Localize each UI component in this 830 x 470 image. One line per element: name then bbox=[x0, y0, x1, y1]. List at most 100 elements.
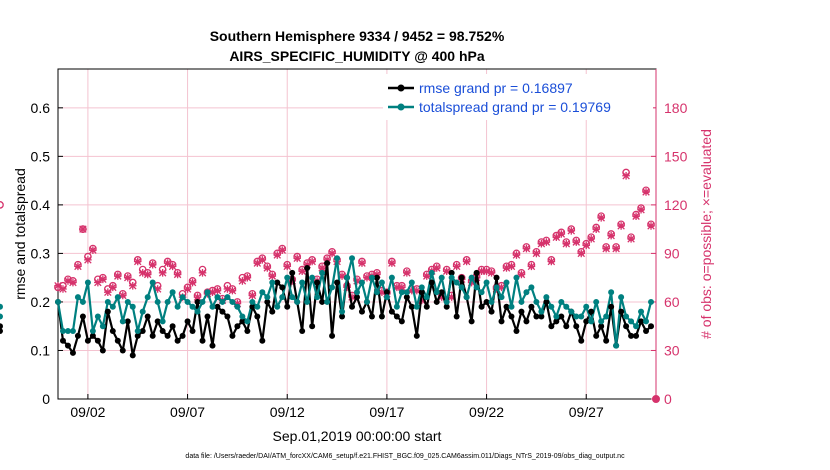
totalspread-point bbox=[209, 303, 216, 310]
totalspread-point bbox=[354, 289, 360, 296]
rmse-point bbox=[229, 332, 236, 339]
obs-evaluated-point bbox=[173, 270, 182, 279]
rmse-point bbox=[59, 337, 66, 344]
rmse-point bbox=[94, 337, 101, 344]
rmse-point bbox=[114, 337, 121, 344]
totalspread-point bbox=[613, 342, 620, 349]
obs-evaluated-point bbox=[168, 262, 177, 271]
obs-evaluated-point bbox=[198, 269, 207, 277]
y-tick-label-2: 0.2 bbox=[31, 294, 51, 310]
obs-evaluated-point bbox=[243, 273, 252, 282]
rmse-point bbox=[164, 332, 171, 339]
totalspread-point bbox=[319, 269, 326, 276]
rmse-point bbox=[513, 328, 520, 335]
obs-evaluated-point bbox=[477, 267, 486, 276]
obs-evaluated-point bbox=[647, 222, 655, 230]
y-axis-left: 0 0.1 0.2 0.3 0.4 0.5 0.6 bbox=[31, 100, 63, 407]
x-tick-label-3: 09/17 bbox=[369, 404, 404, 420]
totalspread-point bbox=[393, 303, 400, 310]
obs-evaluated-point bbox=[89, 246, 97, 254]
rmse-point bbox=[643, 328, 650, 335]
totalspread-point bbox=[468, 274, 475, 281]
rmse-point bbox=[458, 274, 465, 281]
obs-evaluated-point bbox=[577, 249, 586, 258]
totalspread-point bbox=[119, 318, 126, 325]
totalspread-point bbox=[264, 294, 271, 301]
y-tick-label-3: 0.3 bbox=[31, 245, 51, 261]
rmse-point bbox=[199, 337, 206, 344]
obs-evaluated-point bbox=[238, 277, 247, 285]
chart-subtitle: AIRS_SPECIFIC_HUMIDITY @ 400 hPa bbox=[229, 48, 485, 64]
rmse-point bbox=[428, 279, 435, 286]
rmse-point bbox=[349, 303, 356, 310]
totalspread-point bbox=[528, 284, 535, 291]
obs-evaluated-point bbox=[403, 269, 411, 277]
obs-evaluated-point bbox=[502, 264, 511, 272]
rmse-point bbox=[219, 308, 226, 315]
totalspread-point bbox=[583, 303, 590, 310]
totalspread-point bbox=[299, 279, 306, 286]
totalspread-point bbox=[588, 318, 595, 325]
totalspread-point bbox=[214, 294, 221, 301]
grid-lines bbox=[58, 69, 656, 399]
rmse-point bbox=[0, 328, 3, 335]
rmse-point bbox=[239, 318, 246, 325]
obs-evaluated-point bbox=[133, 257, 142, 266]
rmse-point bbox=[314, 279, 321, 286]
rmse-point bbox=[124, 318, 131, 325]
rmse-point bbox=[169, 323, 176, 330]
totalspread-point bbox=[109, 303, 116, 310]
totalspread-point bbox=[64, 328, 71, 335]
totalspread-point bbox=[373, 289, 380, 296]
rmse-point bbox=[608, 303, 615, 310]
obs-evaluated-point bbox=[273, 251, 282, 259]
obs-evaluated-point bbox=[512, 251, 521, 259]
totalspread-point bbox=[443, 298, 450, 305]
obs-evaluated-point bbox=[84, 256, 92, 264]
obs-evaluated-point bbox=[587, 235, 596, 243]
rmse-point bbox=[224, 313, 231, 320]
obs-evaluated-point bbox=[303, 260, 311, 269]
totalspread-point bbox=[169, 289, 176, 296]
totalspread-point bbox=[284, 274, 291, 281]
rmse-point bbox=[289, 269, 296, 276]
obs-evaluated-point bbox=[597, 214, 605, 222]
rmse-point bbox=[299, 328, 306, 335]
rmse-point bbox=[443, 303, 450, 310]
totalspread-point bbox=[184, 298, 191, 305]
rmse-point bbox=[388, 308, 395, 315]
chart-title: Southern Hemisphere 9334 / 9452 = 98.752… bbox=[210, 28, 505, 44]
rmse-point bbox=[523, 318, 530, 325]
rmse-point bbox=[194, 298, 201, 305]
y-tick-label-5: 0.5 bbox=[31, 148, 51, 164]
rmse-point bbox=[423, 303, 430, 310]
totalspread-point bbox=[538, 308, 545, 315]
obs-evaluated-point bbox=[363, 273, 371, 282]
x-axis: 09/02 09/07 09/12 09/17 09/22 09/27 bbox=[70, 394, 604, 420]
rmse-point bbox=[578, 337, 585, 344]
totalspread-point bbox=[608, 289, 615, 296]
totalspread-point bbox=[408, 279, 415, 286]
series-lines bbox=[0, 255, 655, 359]
rmse-point bbox=[393, 313, 400, 320]
totalspread-point bbox=[244, 318, 251, 325]
rmse-point bbox=[309, 323, 316, 330]
totalspread-point bbox=[543, 294, 550, 301]
totalspread-point bbox=[398, 289, 405, 296]
totalspread-point bbox=[84, 279, 91, 286]
rmse-point bbox=[64, 342, 71, 349]
obs-evaluated-point bbox=[64, 277, 72, 285]
obs-evaluated-point bbox=[637, 205, 645, 214]
rmse-point bbox=[453, 313, 460, 320]
rmse-point bbox=[139, 328, 146, 335]
obs-evaluated-point bbox=[482, 267, 491, 276]
rmse-point bbox=[368, 313, 375, 320]
rmse-point bbox=[104, 308, 111, 315]
obs-evaluated-point bbox=[542, 238, 551, 246]
totalspread-point bbox=[309, 274, 316, 281]
rmse-point bbox=[284, 303, 291, 310]
rmse-point bbox=[563, 323, 570, 330]
obs-evaluated-point bbox=[447, 293, 456, 301]
totalspread-point bbox=[633, 323, 640, 330]
y2-tick-label-2: 60 bbox=[664, 294, 680, 310]
